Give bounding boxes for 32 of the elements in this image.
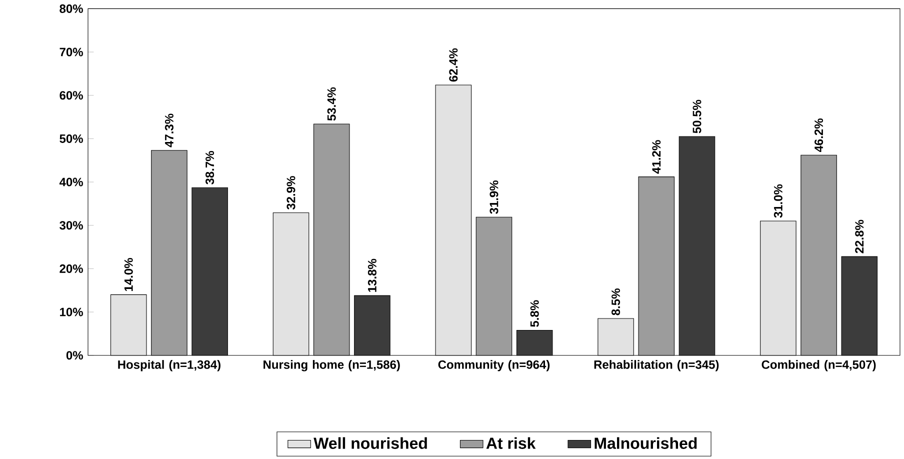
data-label: 50.5% xyxy=(692,100,702,134)
data-label: 13.8% xyxy=(368,258,376,292)
y-tick-label: 30% xyxy=(60,220,83,230)
y-tick-label: 70% xyxy=(60,48,83,56)
x-tick-label: Nursing home (n=1,586) xyxy=(264,360,400,372)
data-label: 53.4% xyxy=(327,87,336,120)
data-label: 38.7% xyxy=(206,150,214,184)
legend-label: Well nourished xyxy=(314,437,427,449)
data-label: 47.3% xyxy=(164,114,174,148)
y-tick-label: 60% xyxy=(60,90,83,100)
data-label: 62.4% xyxy=(449,48,458,82)
x-tick-label: Rehabilitation (n=345) xyxy=(594,360,719,372)
x-tick-label: Community (n=964) xyxy=(438,360,550,372)
data-label: 22.8% xyxy=(855,220,864,254)
data-label: 31.9% xyxy=(490,180,498,214)
data-label: 31.0% xyxy=(774,184,782,218)
data-label: 32.9% xyxy=(286,176,296,210)
x-tick-label: Combined (n=4,507) xyxy=(762,360,876,372)
y-tick-label: 0% xyxy=(66,350,83,360)
y-tick-label: 80% xyxy=(60,4,83,13)
data-label: 14.0% xyxy=(124,258,133,291)
y-tick-label: 40% xyxy=(59,178,83,186)
data-label: 41.2% xyxy=(652,140,661,174)
data-label: 46.2% xyxy=(814,118,824,152)
data-label: 5.8% xyxy=(530,300,539,327)
legend-label: At risk xyxy=(486,437,536,449)
y-tick-label: 20% xyxy=(60,264,83,273)
y-tick-label: 10% xyxy=(60,308,83,316)
x-tick-label: Hospital (n=1,384) xyxy=(118,360,220,372)
data-label: 8.5% xyxy=(612,288,620,316)
y-tick-label: 50% xyxy=(60,134,83,143)
legend-label: Malnourished xyxy=(594,437,697,449)
